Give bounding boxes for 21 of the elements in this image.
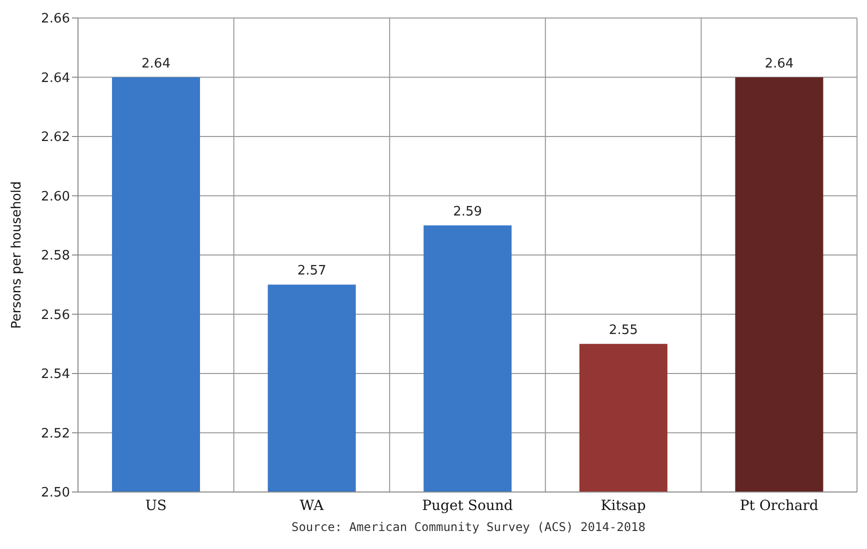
data-label: 2.55 [608, 322, 638, 338]
y-tick-label: 2.60 [41, 189, 70, 204]
x-tick-label: US [145, 498, 167, 514]
y-tick-label: 2.56 [41, 308, 70, 323]
x-tick-label: WA [300, 498, 324, 514]
y-tick-label: 2.50 [41, 486, 70, 501]
x-tick-label: Kitsap [600, 498, 646, 514]
data-label: 2.57 [297, 264, 326, 279]
x-tick-label: Pt Orchard [740, 498, 818, 514]
x-tick-label: Puget Sound [422, 498, 513, 514]
y-tick-label: 2.64 [41, 70, 70, 86]
source-note: Source: American Community Survey (ACS) 2014-2018 [290, 520, 646, 534]
y-tick-label: 2.66 [41, 12, 70, 27]
data-label: 2.64 [142, 56, 170, 72]
y-tick-label: 2.58 [41, 248, 70, 264]
data-label: 2.64 [764, 56, 794, 72]
y-tick-label: 2.54 [41, 367, 70, 382]
data-label: 2.59 [453, 204, 482, 220]
y-axis-title: Persons per household [10, 181, 25, 329]
y-tick-label: 2.52 [41, 426, 70, 442]
y-tick-label: 2.62 [41, 130, 70, 146]
